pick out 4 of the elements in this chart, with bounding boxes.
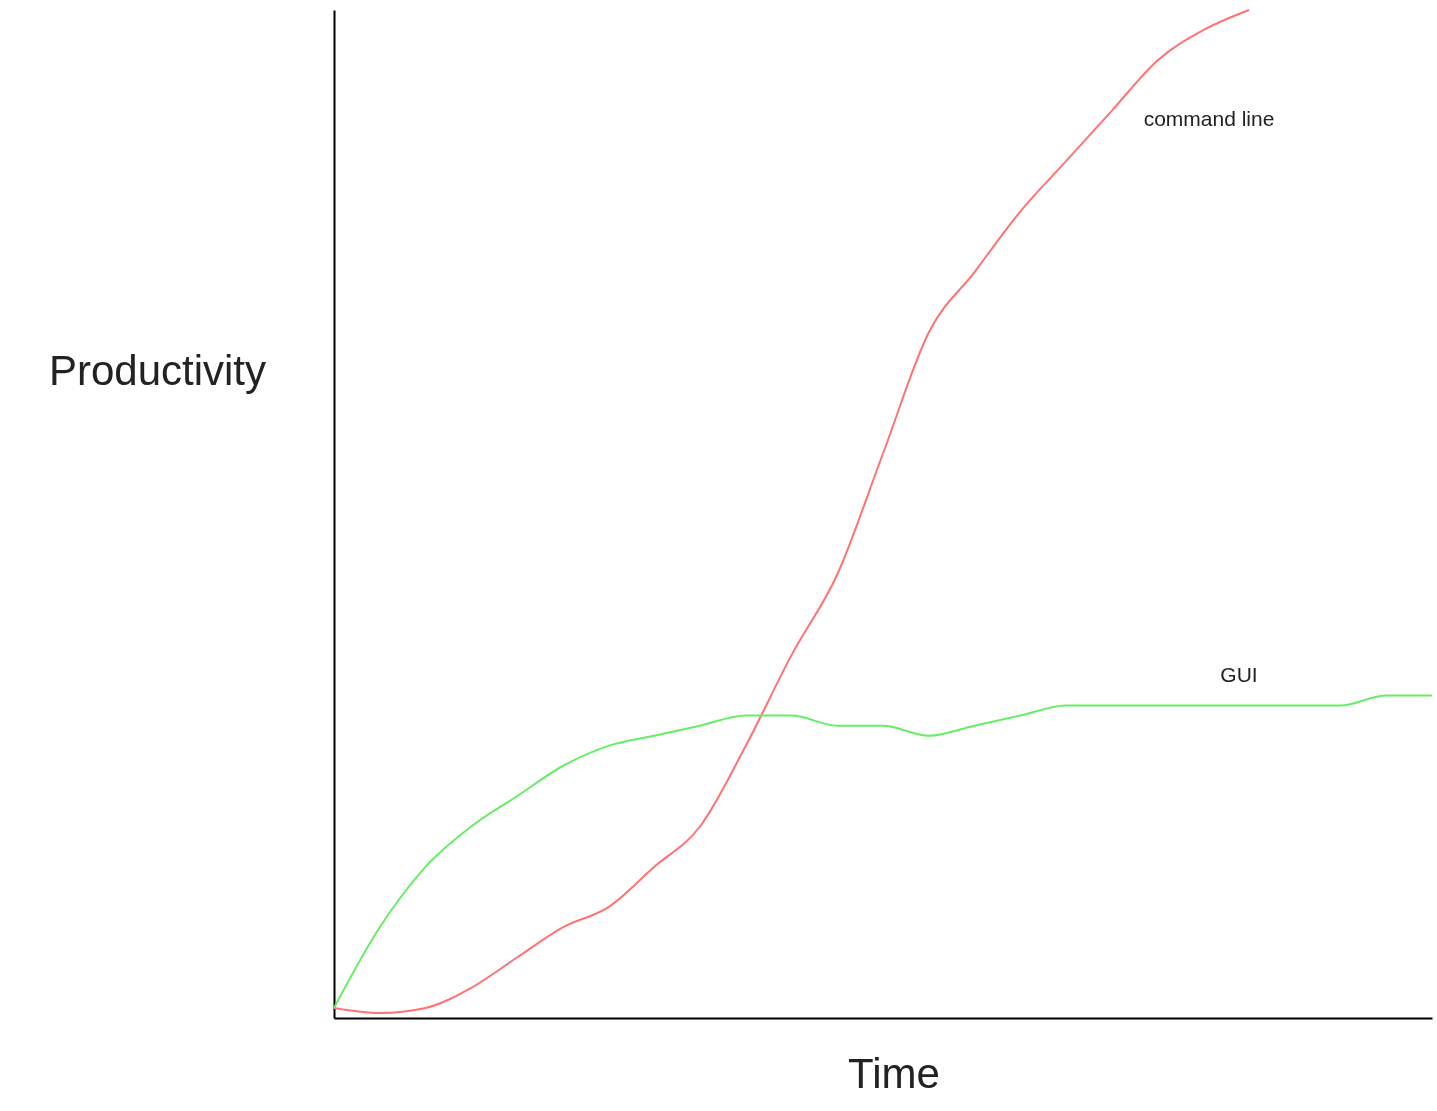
y-axis-title: Productivity <box>48 347 266 394</box>
series-label: GUI <box>1220 662 1258 686</box>
x-axis-title: Time <box>848 1050 940 1097</box>
series-label: command line <box>1143 107 1275 130</box>
